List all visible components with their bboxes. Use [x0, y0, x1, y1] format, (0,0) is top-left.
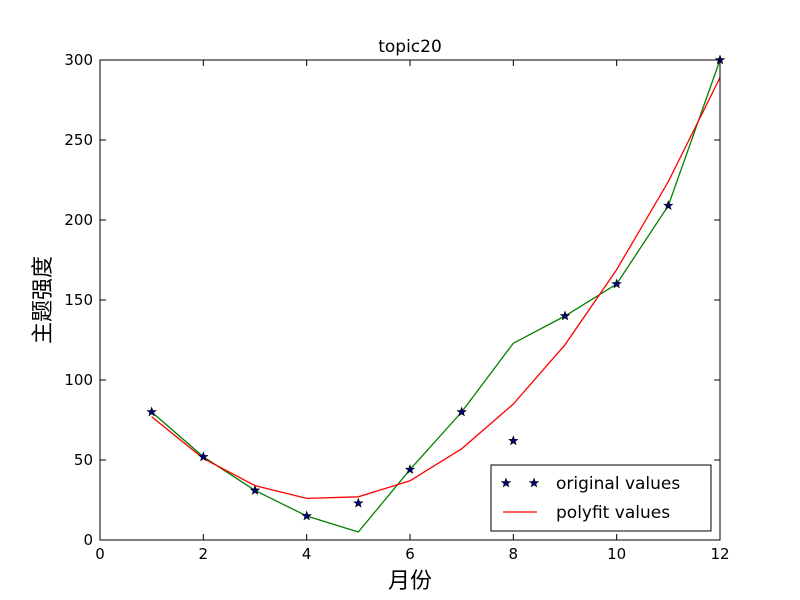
y-tick-label: 300: [64, 51, 93, 69]
x-tick-label: 12: [710, 545, 729, 563]
y-tick-label: 250: [64, 131, 93, 149]
y-axis-label: 主题强度: [31, 256, 56, 344]
x-tick-label: 10: [607, 545, 626, 563]
x-tick-label: 6: [405, 545, 415, 563]
x-tick-label: 4: [302, 545, 312, 563]
legend: original values polyfit values: [491, 465, 711, 531]
y-tick-label: 200: [64, 211, 93, 229]
legend-label: polyfit values: [556, 503, 670, 523]
x-tick-label: 0: [95, 545, 105, 563]
y-tick-label: 150: [64, 291, 93, 309]
y-tick-label: 50: [74, 451, 93, 469]
x-axis-label: 月份: [388, 569, 432, 594]
y-tick-label: 0: [83, 531, 93, 549]
x-tick-label: 8: [509, 545, 519, 563]
legend-label: original values: [556, 474, 680, 494]
y-tick-label: 100: [64, 371, 93, 389]
chart-title: topic20: [378, 37, 442, 57]
x-tick-label: 2: [199, 545, 209, 563]
